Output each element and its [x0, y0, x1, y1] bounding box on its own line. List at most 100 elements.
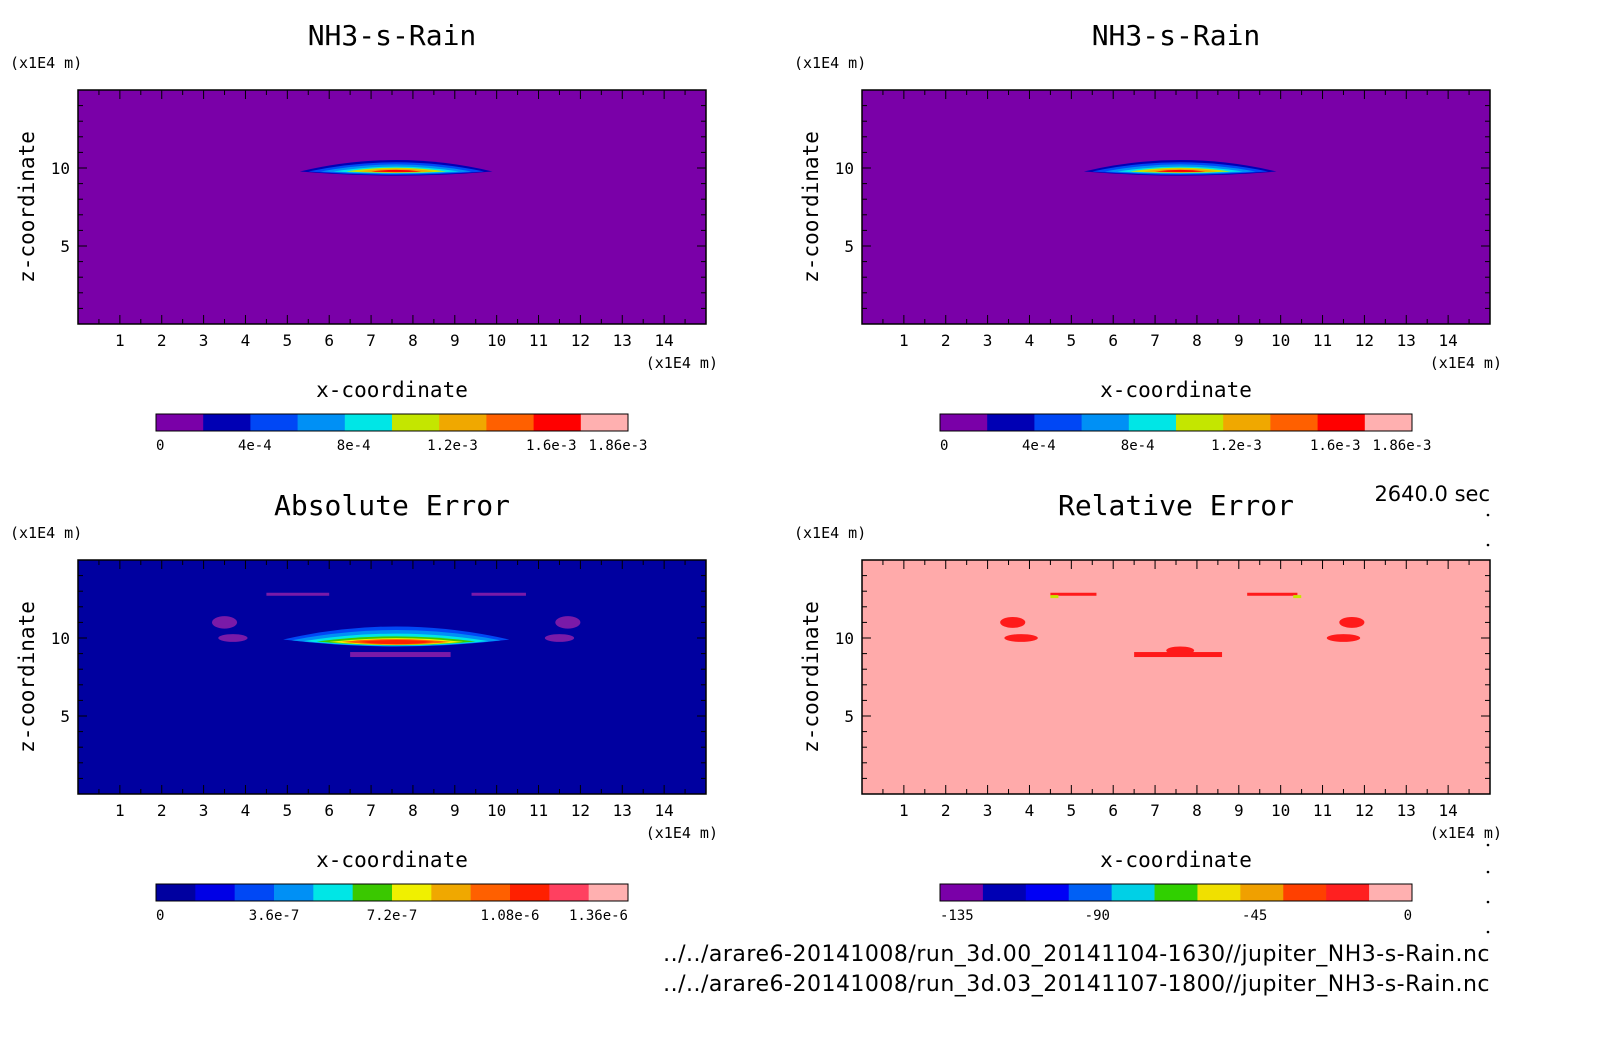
- x-tick-label: 3: [983, 801, 993, 820]
- x-tick-label: 6: [324, 801, 334, 820]
- colorbar-swatch: [344, 414, 393, 431]
- chart-title: NH3-s-Rain: [1092, 19, 1261, 52]
- colorbar-swatch: [982, 884, 1027, 901]
- x-tick-label: 10: [487, 331, 506, 350]
- x-tick-label: 4: [1025, 801, 1035, 820]
- colorbar-label: 4e-4: [1022, 438, 1056, 454]
- y-tick-label: 10: [51, 159, 70, 178]
- y-unit-label: (x1E4 m): [794, 524, 866, 542]
- colorbar-swatch: [313, 884, 354, 901]
- x-tick-label: 8: [1192, 331, 1202, 350]
- x-tick-label: 13: [613, 801, 632, 820]
- x-tick-label: 10: [1271, 331, 1290, 350]
- colorbar-swatch: [1326, 884, 1370, 901]
- colorbar-swatch: [234, 884, 275, 901]
- colorbar-swatch: [392, 884, 432, 901]
- colorbar-label: 1.2e-3: [1211, 438, 1262, 454]
- colorbar-swatch: [940, 884, 984, 901]
- y-tick-label: 5: [60, 237, 70, 256]
- colorbar-swatch: [580, 414, 629, 431]
- contour-band-7: [371, 169, 422, 173]
- chart-title: Relative Error: [1058, 489, 1294, 522]
- colorbar-label: 0: [156, 438, 164, 454]
- x-tick-label: 7: [1150, 801, 1160, 820]
- y-axis-label: z-coordinate: [799, 601, 823, 753]
- colorbar-swatch: [156, 884, 196, 901]
- colorbar-label: -135: [940, 908, 974, 924]
- x-tick-label: 13: [613, 331, 632, 350]
- colorbar-swatch: [486, 414, 535, 431]
- chart-panel-1: NH3-s-Rain(x1E4 m)1 2 3 4 5 6 7 8 9 10 11 12 13 14(x1…: [10, 19, 718, 454]
- colorbar-label: 1.6e-3: [526, 438, 577, 454]
- colorbar-swatch: [1317, 414, 1366, 431]
- y-tick-label: 10: [835, 629, 854, 648]
- x-tick-label: 5: [1067, 331, 1077, 350]
- x-tick-label: 2: [157, 801, 167, 820]
- x-tick-label: 4: [1025, 331, 1035, 350]
- rel-error-trace-left: [1050, 592, 1097, 596]
- colorbar-swatch: [510, 884, 550, 901]
- colorbar-swatch: [203, 414, 251, 431]
- contour-band-7: [1155, 169, 1206, 173]
- colorbar-swatch: [1081, 414, 1130, 431]
- error-trace-right: [471, 592, 526, 596]
- margin-dot: [1486, 930, 1490, 934]
- x-tick-label: 1: [115, 801, 125, 820]
- colorbar-swatch: [250, 414, 299, 431]
- colorbar-swatch: [392, 414, 440, 431]
- colorbar-label: -45: [1242, 908, 1267, 924]
- colorbar-swatch: [1025, 884, 1070, 901]
- error-patch-4: [544, 634, 575, 642]
- x-tick-label: 3: [199, 331, 209, 350]
- x-tick-label: 13: [1397, 331, 1416, 350]
- rel-error-fleck-right: [1293, 595, 1302, 599]
- y-tick-label: 5: [844, 237, 854, 256]
- x-axis-label: x-coordinate: [316, 848, 468, 872]
- chart-panel-4: Relative Error(x1E4 m)1 2 3 4 5 6 7 8 9 10 11 12 13 1…: [794, 489, 1502, 924]
- colorbar-swatch: [1154, 884, 1198, 901]
- x-tick-label: 9: [1234, 801, 1244, 820]
- x-tick-label: 8: [1192, 801, 1202, 820]
- colorbar-label: 7.2e-7: [367, 908, 418, 924]
- chart-title: Absolute Error: [274, 489, 510, 522]
- colorbar-label: 0: [1404, 908, 1412, 924]
- colorbar-swatch: [588, 884, 629, 901]
- chart-panel-2: NH3-s-Rain(x1E4 m)1 2 3 4 5 6 7 8 9 10 11 12 13 14(x1…: [794, 19, 1502, 454]
- margin-dot: [1486, 843, 1490, 847]
- rel-error-patch-1: [1000, 616, 1026, 628]
- x-tick-label: 4: [241, 331, 251, 350]
- footer-file-2: ../../arare6-20141008/run_3d.03_20141107…: [663, 972, 1490, 997]
- colorbar-swatch: [1034, 414, 1083, 431]
- colorbar-label: 0: [940, 438, 948, 454]
- x-unit-label: (x1E4 m): [646, 354, 718, 372]
- time-label: 2640.0 sec: [1374, 482, 1490, 506]
- rel-error-bump: [1166, 646, 1195, 655]
- heatmap-field: [78, 90, 706, 324]
- error-patch-3: [555, 616, 581, 629]
- x-tick-label: 13: [1397, 801, 1416, 820]
- rel-error-patch-4: [1326, 634, 1361, 642]
- colorbar-swatch: [1068, 884, 1113, 901]
- colorbar-swatch: [1283, 884, 1327, 901]
- y-unit-label: (x1E4 m): [10, 524, 82, 542]
- colorbar-label: 8e-4: [337, 438, 371, 454]
- y-tick-label: 5: [60, 707, 70, 726]
- colorbar-label: 1.86e-3: [588, 438, 647, 454]
- colorbar-swatch: [1128, 414, 1177, 431]
- x-tick-label: 11: [1313, 801, 1332, 820]
- colorbar-swatch: [987, 414, 1035, 431]
- margin-dot: [1486, 870, 1490, 874]
- x-tick-label: 3: [199, 801, 209, 820]
- x-tick-label: 5: [283, 801, 293, 820]
- colorbar-frame: [155, 413, 629, 432]
- x-tick-label: 2: [157, 331, 167, 350]
- x-tick-label: 5: [283, 331, 293, 350]
- x-tick-label: 6: [324, 331, 334, 350]
- y-tick-label: 10: [51, 629, 70, 648]
- colorbar-swatch: [940, 414, 988, 431]
- heatmap-field: [78, 560, 706, 794]
- x-tick-label: 12: [1355, 801, 1374, 820]
- chart-panel-3: Absolute Error(x1E4 m)1 2 3 4 5 6 7 8 9 10 11 12 13 1…: [10, 489, 718, 924]
- colorbar-swatch: [439, 414, 487, 431]
- rel-error-fleck-left: [1050, 595, 1059, 599]
